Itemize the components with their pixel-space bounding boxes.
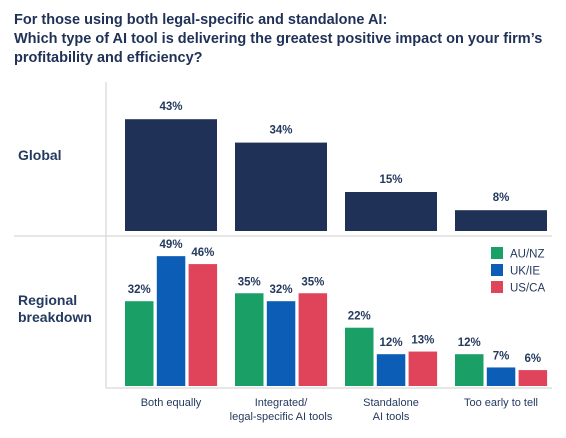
regional-value-label: 32% bbox=[270, 284, 293, 296]
row-label-global: Global bbox=[18, 147, 62, 163]
global-bar bbox=[235, 142, 327, 231]
regional-bar bbox=[235, 293, 264, 386]
global-bar bbox=[125, 119, 217, 231]
legend-label: US/CA bbox=[510, 283, 545, 295]
regional-bar bbox=[156, 256, 186, 386]
category-label: Both equally bbox=[141, 397, 202, 409]
chart-title-line: For those using both legal-specific and … bbox=[14, 12, 388, 28]
chart-title-line: profitability and efficiency? bbox=[14, 50, 203, 66]
category-label: legal-specific AI tools bbox=[230, 411, 333, 423]
regional-value-label: 6% bbox=[525, 353, 542, 365]
global-value-label: 8% bbox=[493, 192, 510, 204]
regional-value-label: 22% bbox=[348, 311, 371, 323]
legend-label: UK/IE bbox=[510, 266, 540, 278]
regional-value-label: 35% bbox=[301, 276, 324, 288]
chart-title: For those using both legal-specific and … bbox=[14, 11, 559, 68]
regional-value-label: 32% bbox=[128, 284, 151, 296]
regional-value-label: 49% bbox=[160, 239, 183, 251]
regional-value-label: 12% bbox=[458, 337, 481, 349]
regional-value-label: 35% bbox=[238, 276, 261, 288]
regional-bar bbox=[298, 293, 328, 386]
regional-bar bbox=[125, 301, 154, 386]
regional-value-label: 12% bbox=[380, 337, 403, 349]
global-bar bbox=[455, 210, 547, 231]
regional-bar bbox=[266, 301, 296, 386]
regional-value-label: 46% bbox=[191, 247, 214, 259]
row-label-regional: breakdown bbox=[18, 309, 92, 325]
global-value-label: 43% bbox=[159, 101, 182, 113]
category-label: AI tools bbox=[373, 411, 410, 423]
regional-bar bbox=[188, 264, 218, 386]
category-label: Too early to tell bbox=[464, 397, 538, 409]
legend-swatch bbox=[491, 264, 503, 276]
regional-value-label: 7% bbox=[493, 350, 510, 362]
regional-value-label: 13% bbox=[411, 335, 434, 347]
legend-swatch bbox=[491, 247, 503, 259]
global-value-label: 34% bbox=[269, 125, 292, 137]
category-label: Standalone bbox=[363, 397, 419, 409]
regional-bar bbox=[376, 354, 406, 386]
regional-bar bbox=[486, 367, 516, 386]
legend-label: AU/NZ bbox=[510, 249, 545, 261]
global-bar bbox=[345, 192, 437, 231]
regional-bar bbox=[408, 351, 438, 386]
legend-swatch bbox=[491, 281, 503, 293]
regional-bar bbox=[345, 327, 374, 386]
chart-title-line: Which type of AI tool is delivering the … bbox=[14, 31, 543, 47]
regional-bar bbox=[455, 354, 484, 386]
category-label: Integrated/ bbox=[255, 397, 309, 409]
row-label-regional: Regional bbox=[18, 292, 77, 308]
regional-bar bbox=[518, 370, 548, 386]
global-value-label: 15% bbox=[379, 174, 402, 186]
